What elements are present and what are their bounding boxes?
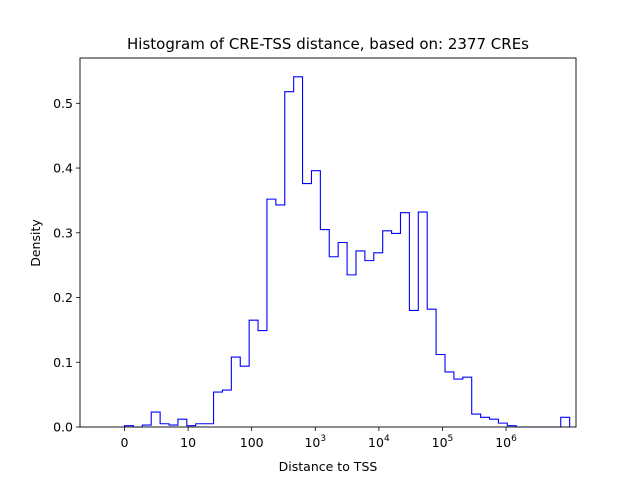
chart-title: Histogram of CRE-TSS distance, based on:… [127, 35, 529, 53]
x-axis-label: Distance to TSS [279, 459, 378, 474]
y-tick-label: 0.3 [53, 225, 73, 240]
x-tick-label: 105 [432, 434, 454, 450]
x-axis: 0 10 100 103 104 105 106 [121, 427, 517, 450]
y-tick-label: 0.0 [53, 420, 73, 435]
histogram-step-line [123, 76, 571, 428]
x-tick-label: 10 [180, 435, 196, 450]
y-tick-label: 0.4 [53, 161, 73, 176]
y-tick-label: 0.1 [53, 355, 73, 370]
x-tick-label: 100 [240, 435, 264, 450]
x-tick-label: 103 [304, 434, 326, 450]
y-tick-label: 0.5 [53, 96, 73, 111]
x-tick-label: 104 [368, 434, 390, 450]
y-axis: 0.0 0.1 0.2 0.3 0.4 0.5 [53, 96, 80, 435]
plot-frame [79, 57, 577, 428]
plot-area [123, 76, 571, 428]
y-tick-label: 0.2 [53, 290, 73, 305]
x-tick-label: 106 [495, 434, 517, 450]
x-tick-label: 0 [121, 435, 129, 450]
y-axis-label: Density [28, 219, 43, 267]
